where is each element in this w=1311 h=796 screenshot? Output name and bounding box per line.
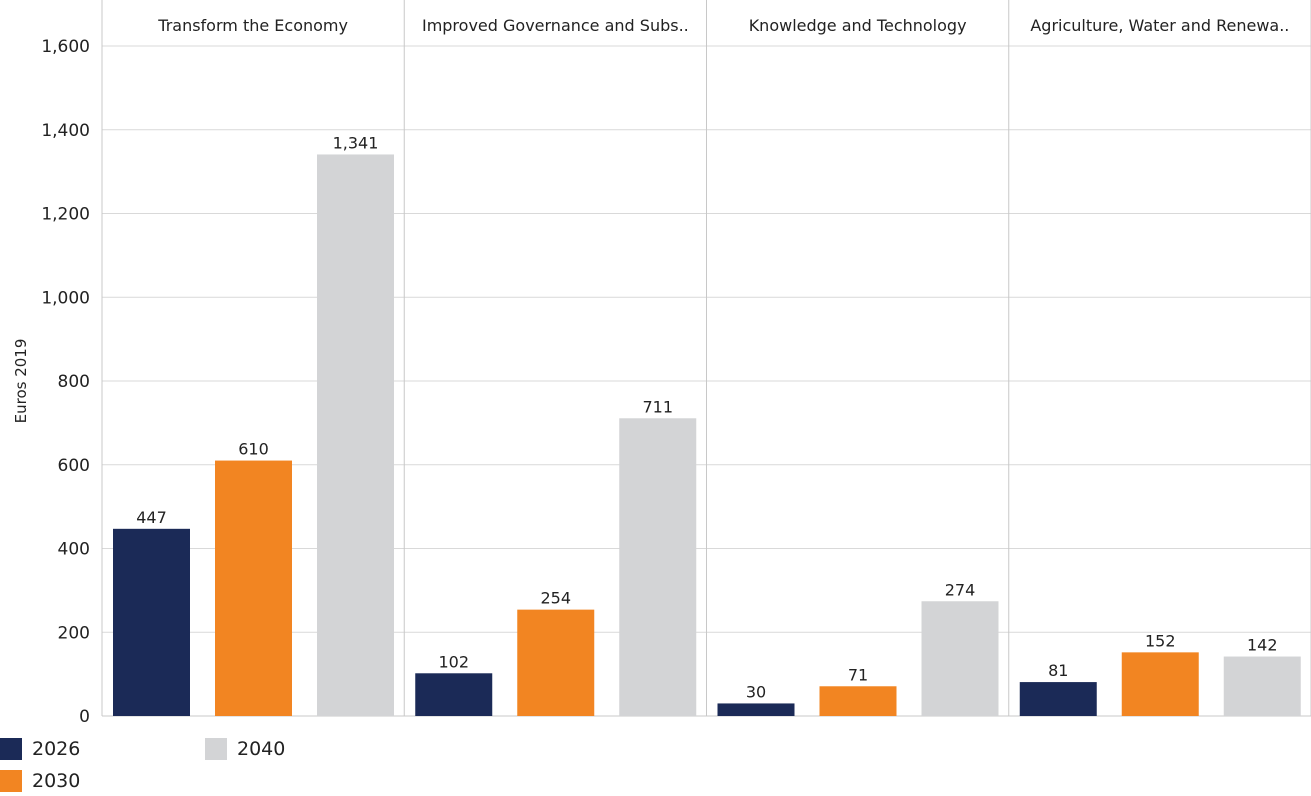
legend-item-2026: 2026 xyxy=(0,738,80,760)
y-tick-label-800: 800 xyxy=(58,372,90,392)
legend-label-2026: 2026 xyxy=(32,738,81,760)
bar-2040-panel-4 xyxy=(1223,656,1301,716)
y-tick-label-1000: 1,000 xyxy=(41,288,90,308)
legend-swatch-2040 xyxy=(205,738,227,760)
bar-2026-panel-1 xyxy=(113,528,190,716)
y-tick-label-1200: 1,200 xyxy=(41,205,90,225)
y-axis-title: Euros 2019 xyxy=(12,339,30,424)
y-tick-label-0: 0 xyxy=(79,707,90,727)
bar-2026-panel-2 xyxy=(415,673,493,716)
panel-header-4: Agriculture, Water and Renewa.. xyxy=(1030,16,1289,35)
y-tick-label-1600: 1,600 xyxy=(41,37,90,57)
bar-2030-panel-2 xyxy=(517,609,595,716)
data-label-2026-panel-4: 81 xyxy=(1048,661,1068,680)
data-label-2030-panel-4: 152 xyxy=(1145,631,1176,650)
bar-2030-panel-4 xyxy=(1121,652,1199,716)
data-label-2026-panel-3: 30 xyxy=(746,682,766,701)
data-label-2040-panel-3: 274 xyxy=(945,580,976,599)
data-label-2026-panel-1: 447 xyxy=(136,508,167,527)
data-label-2040-panel-4: 142 xyxy=(1247,636,1278,655)
data-label-2040-panel-2: 711 xyxy=(642,397,673,416)
bar-2030-panel-1 xyxy=(215,460,292,716)
bar-2026-panel-4 xyxy=(1019,682,1097,716)
y-tick-label-600: 600 xyxy=(58,456,90,476)
legend-label-2030: 2030 xyxy=(32,770,81,792)
panel-header-3: Knowledge and Technology xyxy=(749,16,967,35)
panel-header-1: Transform the Economy xyxy=(157,16,348,35)
bar-2040-panel-3 xyxy=(921,601,999,716)
data-label-2040-panel-1: 1,341 xyxy=(333,133,379,152)
legend-swatch-2030 xyxy=(0,770,22,792)
y-tick-label-400: 400 xyxy=(58,540,90,560)
bar-2026-panel-3 xyxy=(717,703,795,716)
bar-2040-panel-2 xyxy=(619,418,697,716)
panel-header-2: Improved Governance and Subs.. xyxy=(422,16,689,35)
data-label-2030-panel-3: 71 xyxy=(848,665,868,684)
legend-swatch-2026 xyxy=(0,738,22,760)
data-label-2026-panel-2: 102 xyxy=(438,652,469,671)
bar-2040-panel-1 xyxy=(317,154,394,717)
legend-item-2040: 2040 xyxy=(205,738,285,760)
legend-item-2030: 2030 xyxy=(0,770,80,792)
y-tick-label-200: 200 xyxy=(58,623,90,643)
legend-label-2040: 2040 xyxy=(237,738,286,760)
data-label-2030-panel-2: 254 xyxy=(540,589,571,608)
y-tick-label-1400: 1,400 xyxy=(41,121,90,141)
data-label-2030-panel-1: 610 xyxy=(238,440,269,459)
bar-2030-panel-3 xyxy=(819,686,897,716)
